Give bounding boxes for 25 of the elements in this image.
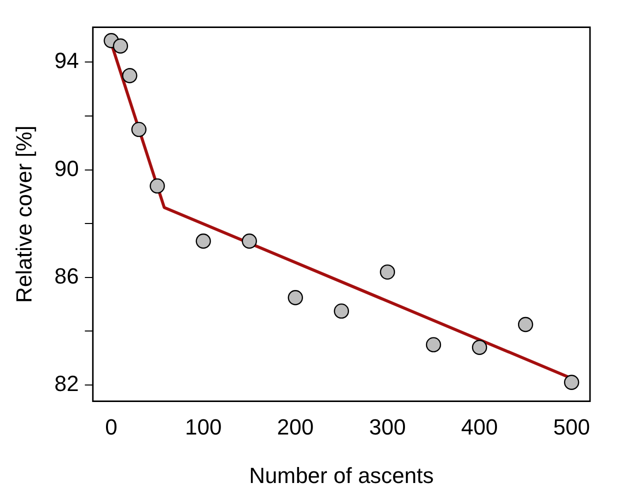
point xyxy=(122,68,138,84)
point xyxy=(112,38,128,54)
x-tick-label: 500 xyxy=(553,414,590,440)
point xyxy=(426,337,442,352)
y-tick-label: 90 xyxy=(54,156,79,181)
x-axis-title: Number of ascents xyxy=(249,462,434,488)
point xyxy=(196,234,211,249)
point xyxy=(131,122,146,138)
x-tick-label: 400 xyxy=(461,414,498,440)
point xyxy=(242,234,257,249)
x-tick-label: 200 xyxy=(277,414,314,440)
x-tick-label: 0 xyxy=(105,414,118,440)
x-tick-label: 100 xyxy=(184,414,222,440)
y-axis-title: Relative cover [%] xyxy=(11,126,36,303)
y-tick-label: 82 xyxy=(54,371,79,396)
y-tick-label: 86 xyxy=(54,263,79,288)
x-tick-label: 300 xyxy=(369,414,406,440)
point xyxy=(380,264,396,280)
point xyxy=(518,316,534,332)
point xyxy=(288,290,304,306)
y-tick-label: 94 xyxy=(54,48,79,74)
point xyxy=(472,340,488,355)
point xyxy=(334,303,350,319)
point xyxy=(564,374,580,390)
point xyxy=(150,178,165,194)
